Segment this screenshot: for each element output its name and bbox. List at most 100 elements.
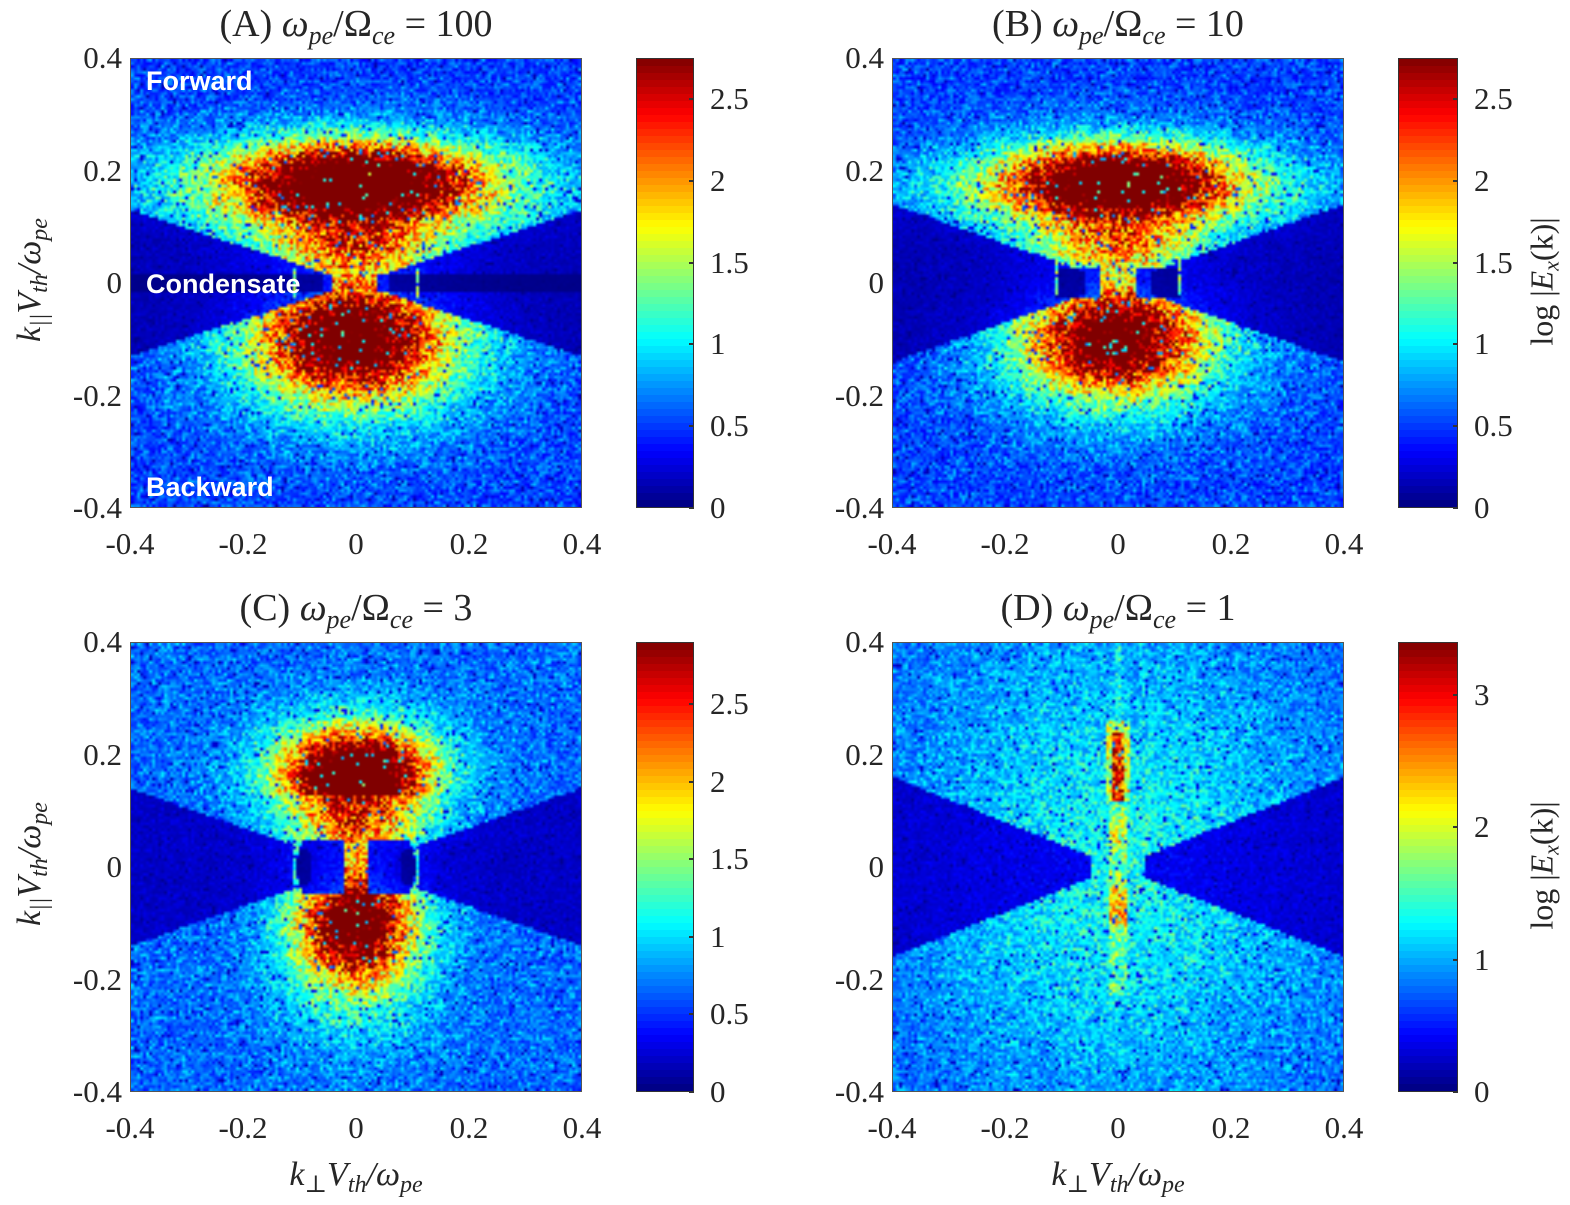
colorbar-tickmark [689,703,694,706]
colorbar-tick-label: 1 [1474,941,1490,977]
title-omega: ω [1052,3,1080,45]
colorbar-tickmark [689,1091,694,1093]
ylabel-par: || [27,897,53,911]
title-sub-pe: pe [308,21,334,50]
colorbar-label: log |Ex(k)| [1523,162,1564,402]
colorbar-tickmark [689,343,694,346]
heatmap-plot [892,58,1344,508]
colorbar-tick-label: 2 [710,162,726,198]
x-tick-label: 0.4 [562,526,602,561]
title-Omega: /Ω [351,587,390,629]
colorbar-tick-label: 2.5 [1474,80,1513,116]
x-tick-label: -0.2 [218,1110,268,1145]
colorbar [636,58,694,508]
y-tick-label: -0.4 [72,490,122,525]
colorbar [1398,58,1458,508]
x-tick-label: 0 [348,1110,364,1145]
title-prefix: (A) [219,3,273,45]
y-tick-label: 0.2 [83,736,122,772]
colorbar-gradient [637,59,693,507]
y-tick-label: 0.4 [83,40,122,75]
colorbar-tickmark [689,858,694,861]
colorbar-tick-label: 0.5 [710,408,749,444]
x-tick-label: -0.2 [980,1110,1030,1145]
colorbar-tickmark [689,780,694,783]
xlabel-perp: ⊥ [1066,1172,1090,1198]
title-sub-ce: ce [389,605,413,634]
x-tick-label: -0.4 [105,1110,155,1145]
xlabel-pe: pe [399,1172,423,1198]
x-axis-label: k⊥Vth/ωpe [968,1156,1268,1197]
ylabel-omega: /ω [11,240,48,275]
colorbar-tick-label: 1 [1474,326,1490,362]
y-tick-label: 0 [106,849,123,884]
y-tick-label: -0.4 [834,490,884,525]
title-sub-pe: pe [1089,605,1115,634]
colorbar-tickmark [689,425,694,428]
heatmap-canvas [893,59,1343,507]
title-prefix: (B) [992,3,1043,45]
colorbar-tick-label: 2 [710,763,726,799]
colorbar-tick-label: 0.5 [1474,408,1513,444]
title-sub-ce: ce [1152,605,1177,634]
x-tick-label: -0.4 [867,1110,917,1145]
colorbar-tick-label: 1.5 [710,244,749,280]
clabel-x: x [1538,845,1564,855]
colorbar-tick-label: 0.5 [710,996,749,1032]
colorbar-tickmark [689,97,694,100]
title-value: = 100 [404,3,493,45]
ylabel-V: V [11,876,48,898]
x-tick-label: 0 [348,526,364,561]
y-tick-label: -0.2 [834,377,884,413]
colorbar-tickmark [689,179,694,182]
panel-title: (B) ωpe/Ωce = 10 [898,2,1338,49]
y-tick-label: 0.2 [83,152,122,188]
y-tick-label: 0 [106,265,123,300]
clabel-log: log | [1523,874,1560,930]
annotation-forward: Forward [146,66,253,96]
colorbar-tick-label: 1 [710,326,726,362]
xlabel-th: th [347,1172,367,1198]
x-tick-label: -0.4 [105,526,155,561]
x-tick-label: 0.4 [1324,526,1364,561]
colorbar-gradient [1399,643,1457,1091]
x-tick-label: -0.2 [218,526,268,561]
colorbar-tick-label: 0 [1474,1074,1490,1109]
ylabel-omega: /ω [11,824,48,859]
title-prefix: (C) [239,587,291,629]
y-tick-label: 0.4 [83,624,122,659]
colorbar [636,642,694,1092]
annotation-backward: Backward [146,472,274,502]
colorbar-tick-label: 1 [710,918,726,954]
xlabel-k: k [289,1156,305,1193]
title-omega: ω [299,587,327,629]
colorbar-tickmark [689,935,694,938]
colorbar-tick-label: 1.5 [710,841,749,877]
x-axis-label: k⊥Vth/ωpe [206,1156,506,1197]
colorbar-tickmark [1453,261,1458,264]
title-Omega: /Ω [1103,3,1143,45]
colorbar-tick-label: 2 [1474,809,1490,845]
xlabel-omega: /ω [366,1156,400,1193]
clabel-log: log | [1523,290,1560,346]
clabel-rest: (k)| [1523,217,1560,262]
y-tick-label: -0.2 [72,377,122,413]
y-tick-label: 0.2 [845,736,884,772]
clabel-E: E [1523,270,1560,291]
heatmap-plot [130,642,582,1092]
colorbar-tick-label: 3 [1474,676,1490,712]
colorbar-tick-label: 0 [710,490,726,525]
x-tick-label: 0.2 [1211,526,1251,561]
title-sub-pe: pe [326,605,352,634]
ylabel-th: th [27,274,53,293]
panel-title: (D) ωpe/Ωce = 1 [898,586,1338,633]
clabel-E: E [1523,854,1560,875]
colorbar-tickmark [1453,507,1458,509]
xlabel-th: th [1109,1172,1129,1198]
title-value: = 1 [1185,587,1236,629]
panel-title: (A) ωpe/Ωce = 100 [136,2,576,49]
title-value: = 10 [1175,3,1244,45]
ylabel-par: || [27,313,53,327]
xlabel-k: k [1051,1156,1067,1193]
y-tick-label: -0.2 [72,961,122,997]
